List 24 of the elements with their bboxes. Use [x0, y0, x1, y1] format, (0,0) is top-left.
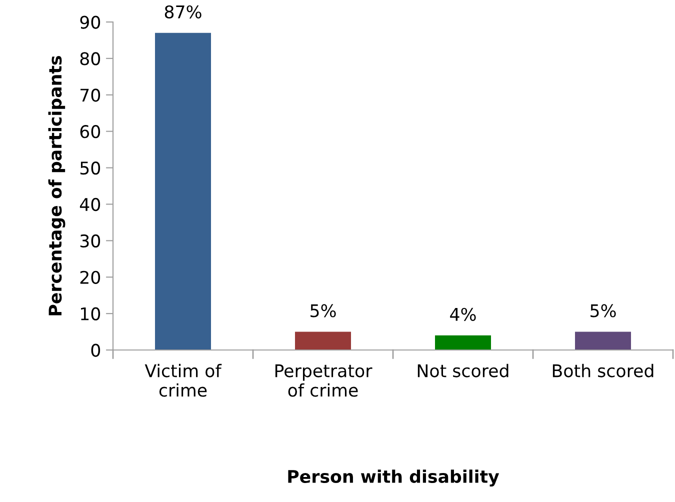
x-axis-title: Person with disability — [288, 470, 500, 487]
x-tick-label: Both scored — [552, 364, 654, 378]
y-tick-label: 10 — [81, 307, 100, 320]
bar — [575, 332, 631, 350]
x-tick-label: Victim of crime — [144, 364, 222, 397]
data-label: 4% — [450, 308, 476, 321]
bar — [295, 332, 351, 350]
x-tick-label: Perpetrator of crime — [275, 364, 372, 397]
x-tick-label: Not scored — [418, 364, 508, 378]
y-tick-label: 30 — [80, 234, 100, 248]
y-tick-label: 80 — [80, 52, 100, 66]
y-tick-label: 0 — [91, 344, 100, 357]
y-tick-label: 40 — [80, 198, 100, 212]
y-tick-label: 50 — [80, 161, 100, 175]
y-tick-label: 60 — [80, 125, 100, 138]
y-tick-label: 70 — [80, 88, 100, 102]
data-label: 5% — [590, 304, 616, 318]
bar — [155, 32, 211, 350]
y-tick-label: 90 — [80, 16, 100, 29]
data-label: 87% — [164, 5, 202, 18]
data-label: 5% — [310, 304, 336, 318]
bar — [435, 335, 491, 350]
y-tick-label: 20 — [80, 270, 100, 284]
y-axis-title: Percentage of participants — [48, 56, 66, 316]
